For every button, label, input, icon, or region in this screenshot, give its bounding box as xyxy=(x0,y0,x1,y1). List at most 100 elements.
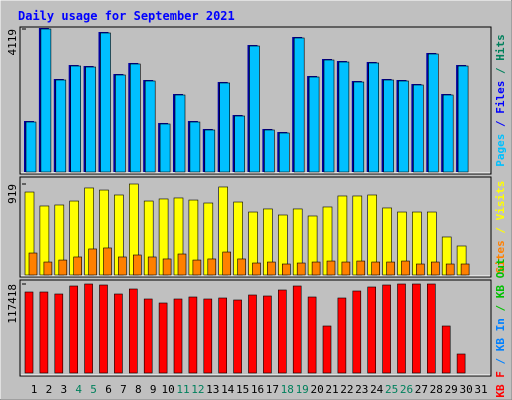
bar xyxy=(25,121,37,173)
bar xyxy=(203,298,213,374)
x-tick-label: 17 xyxy=(266,383,279,396)
x-tick-label: 13 xyxy=(206,383,219,396)
bar xyxy=(159,123,171,173)
bar xyxy=(103,247,112,276)
bar xyxy=(133,254,142,276)
x-tick-label: 6 xyxy=(105,383,112,396)
bar xyxy=(84,283,93,374)
bar xyxy=(99,284,108,374)
legend-entry: Pages xyxy=(494,134,507,167)
x-tick-label: 25 xyxy=(385,383,398,396)
bar xyxy=(426,283,436,374)
bar xyxy=(177,253,187,276)
bar xyxy=(188,296,198,374)
bar xyxy=(460,263,470,276)
legend-entry: Visits xyxy=(494,181,507,221)
bar xyxy=(114,293,123,374)
legend-entry: KB F xyxy=(494,371,507,398)
bar xyxy=(307,296,317,374)
x-tick-label: 10 xyxy=(161,383,174,396)
bar xyxy=(368,62,380,173)
bar xyxy=(296,262,306,276)
bar xyxy=(130,63,141,173)
x-tick-label: 11 xyxy=(176,383,189,396)
legend-entry: / xyxy=(494,227,507,234)
bar xyxy=(248,294,257,374)
legend-entry: KB In xyxy=(494,318,507,351)
x-tick-label: 8 xyxy=(135,383,142,396)
bar xyxy=(39,291,49,374)
bar xyxy=(311,261,321,276)
bar xyxy=(69,285,78,374)
x-tick-label: 21 xyxy=(325,383,338,396)
bar xyxy=(192,259,202,276)
bar xyxy=(85,66,96,173)
x-tick-label: 16 xyxy=(251,383,264,396)
bar xyxy=(383,79,394,173)
bar xyxy=(430,261,440,276)
bar xyxy=(382,284,391,374)
bar xyxy=(401,260,410,276)
bar xyxy=(326,260,336,276)
bar xyxy=(40,28,52,173)
legend-entry: Hits xyxy=(494,34,507,61)
bar xyxy=(173,298,183,374)
x-tick-label: 3 xyxy=(60,383,67,396)
legend-entry: Files xyxy=(494,81,507,114)
bar xyxy=(322,325,332,374)
x-tick-label: 1 xyxy=(31,383,38,396)
bar xyxy=(234,115,245,173)
bar xyxy=(278,132,290,173)
x-tick-label: 15 xyxy=(236,383,249,396)
bar xyxy=(386,261,395,276)
bar xyxy=(218,297,227,374)
bar xyxy=(427,53,439,173)
bar xyxy=(222,251,231,276)
bar xyxy=(442,94,454,173)
x-tick-label: 24 xyxy=(370,383,384,396)
bar xyxy=(397,283,406,374)
legend-entry: KB Out xyxy=(494,258,507,298)
bar xyxy=(158,302,168,374)
x-tick-label: 22 xyxy=(340,383,353,396)
x-tick-label: 20 xyxy=(310,383,323,396)
bar xyxy=(371,261,381,276)
bar xyxy=(441,325,451,374)
bar xyxy=(264,129,275,173)
bar xyxy=(249,45,260,173)
axis-label: KB F / KB In / KB Out xyxy=(494,258,507,397)
x-tick-label: 19 xyxy=(296,383,309,396)
legend-entry: Sites xyxy=(494,240,507,273)
bar xyxy=(445,263,455,276)
x-tick-label: 31 xyxy=(474,383,487,396)
bar xyxy=(338,61,350,173)
legend-entry: / xyxy=(494,67,507,74)
bar xyxy=(115,74,126,173)
bar xyxy=(292,285,302,374)
bar xyxy=(147,256,157,276)
bar xyxy=(323,59,335,173)
x-tick-label: 12 xyxy=(191,383,204,396)
bar xyxy=(144,80,156,173)
legend-entry: / xyxy=(494,304,507,311)
bar xyxy=(143,298,153,374)
bar xyxy=(263,295,272,374)
bar xyxy=(73,256,82,276)
bar xyxy=(352,290,362,374)
bar xyxy=(341,261,351,276)
x-tick-label: 9 xyxy=(150,383,157,396)
bar xyxy=(55,79,67,173)
bar xyxy=(174,94,186,173)
bar xyxy=(88,248,97,276)
bar xyxy=(204,129,216,173)
bar xyxy=(233,299,242,374)
y-tick-label: 919 xyxy=(6,184,19,204)
legend-entry: / xyxy=(494,120,507,127)
bar xyxy=(43,261,53,276)
bar xyxy=(267,261,276,276)
x-tick-label: 2 xyxy=(46,383,53,396)
bar xyxy=(54,293,64,374)
x-tick-label: 29 xyxy=(445,383,458,396)
x-tick-label: 23 xyxy=(355,383,368,396)
